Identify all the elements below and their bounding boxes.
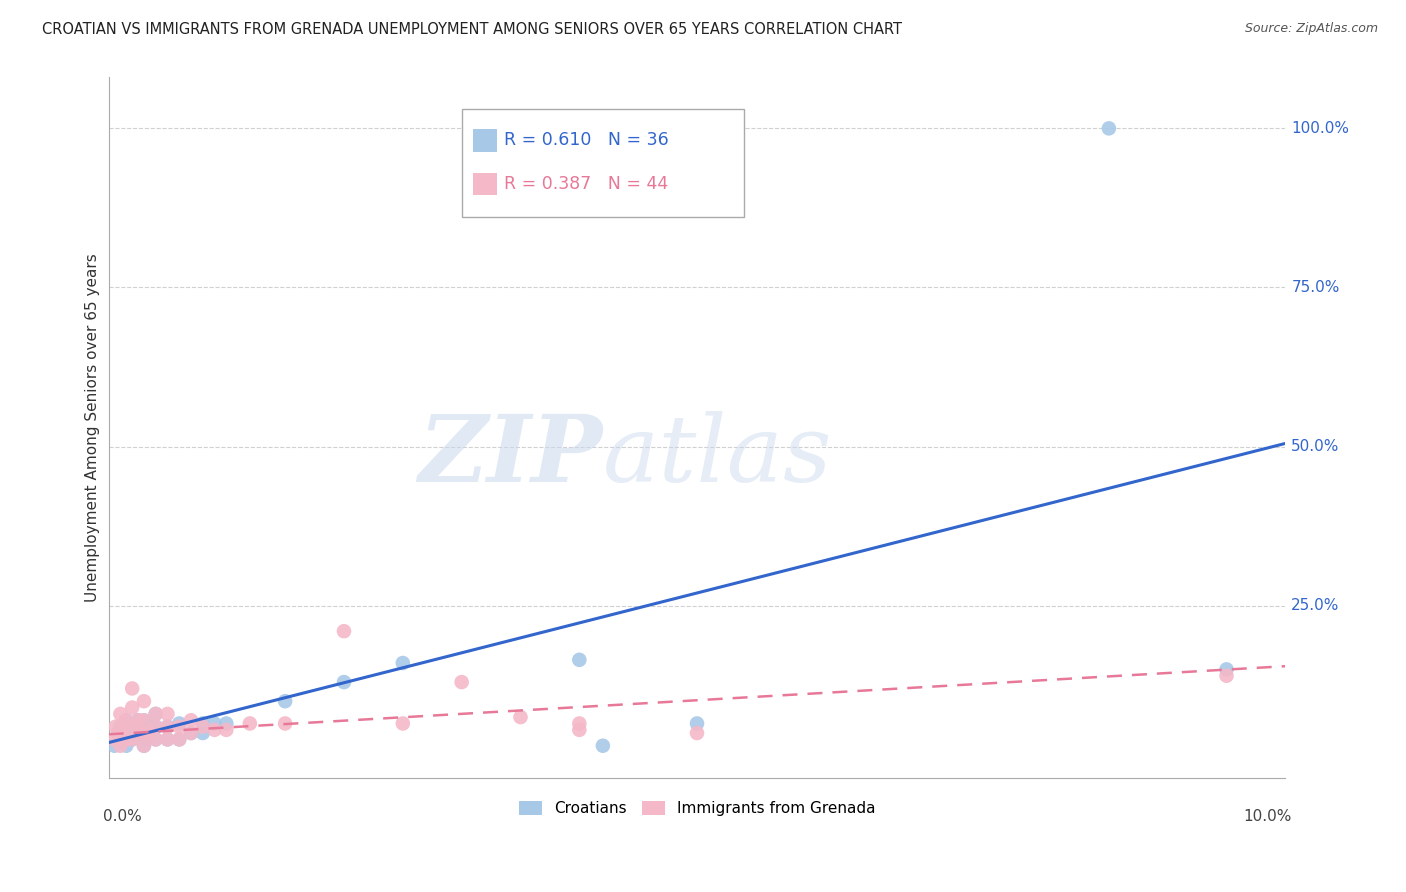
Point [111,726,134,740]
Text: R = 0.387   N = 44: R = 0.387 N = 44 [503,175,668,193]
Point [103,739,125,753]
Point [103,732,125,747]
Point [121,732,143,747]
Point [274,694,297,708]
Point [107,726,129,740]
Legend: Croatians, Immigrants from Grenada: Croatians, Immigrants from Grenada [513,795,882,822]
Point [239,716,262,731]
Point [191,720,214,734]
Point [156,720,179,734]
Point [145,706,167,721]
Point [110,739,132,753]
Point [124,726,146,740]
Text: 25.0%: 25.0% [1291,599,1340,613]
Point [167,720,190,734]
Point [1098,121,1121,136]
Point [167,732,190,747]
Point [686,716,709,731]
Point [1215,662,1237,676]
Point [191,726,214,740]
Text: 100.0%: 100.0% [1291,120,1350,136]
Point [111,720,134,734]
Point [132,713,155,727]
Point [333,675,356,690]
Point [132,739,155,753]
Point [115,739,138,753]
Point [204,723,226,737]
Point [110,706,132,721]
Point [104,720,127,734]
Point [145,732,167,747]
Point [156,720,179,734]
Point [145,720,167,734]
Point [132,739,155,753]
Point [110,732,132,747]
Point [180,726,202,740]
Point [121,720,143,734]
Point [107,726,129,740]
Point [110,720,132,734]
Point [274,716,297,731]
FancyBboxPatch shape [474,173,496,195]
Text: CROATIAN VS IMMIGRANTS FROM GRENADA UNEMPLOYMENT AMONG SENIORS OVER 65 YEARS COR: CROATIAN VS IMMIGRANTS FROM GRENADA UNEM… [42,22,903,37]
Y-axis label: Unemployment Among Seniors over 65 years: Unemployment Among Seniors over 65 years [86,253,100,602]
Point [135,732,157,747]
Text: 10.0%: 10.0% [1243,809,1291,824]
Point [204,716,226,731]
Point [132,726,155,740]
Point [145,732,167,747]
Point [145,706,167,721]
Point [121,681,143,696]
Point [450,675,472,690]
Text: ZIP: ZIP [419,410,603,500]
Point [156,732,179,747]
Point [568,653,591,667]
Point [127,713,149,727]
Point [115,713,138,727]
Point [568,716,591,731]
Point [191,716,214,731]
Point [391,716,413,731]
Point [132,726,155,740]
FancyBboxPatch shape [474,129,496,152]
Point [121,732,143,747]
Point [509,710,531,724]
Point [215,723,238,737]
Point [180,713,202,727]
Text: 0.0%: 0.0% [103,809,142,824]
Point [121,720,143,734]
Point [180,726,202,740]
Point [145,720,167,734]
Text: 50.0%: 50.0% [1291,439,1340,454]
Point [333,624,356,639]
Point [391,656,413,670]
Point [167,732,190,747]
Point [1215,669,1237,683]
Point [568,723,591,737]
FancyBboxPatch shape [461,109,744,218]
Point [110,726,132,740]
Point [156,732,179,747]
Point [132,694,155,708]
Point [111,732,134,747]
Point [132,713,155,727]
Point [127,713,149,727]
Point [121,700,143,714]
Point [686,726,709,740]
Text: atlas: atlas [603,410,832,500]
Point [115,732,138,747]
Point [115,713,138,727]
Text: 75.0%: 75.0% [1291,280,1340,295]
Point [139,720,162,734]
Text: Source: ZipAtlas.com: Source: ZipAtlas.com [1244,22,1378,36]
Text: R = 0.610   N = 36: R = 0.610 N = 36 [503,131,669,150]
Point [215,716,238,731]
Point [156,706,179,721]
Point [139,726,162,740]
Point [167,716,190,731]
Point [127,726,149,740]
Point [592,739,614,753]
